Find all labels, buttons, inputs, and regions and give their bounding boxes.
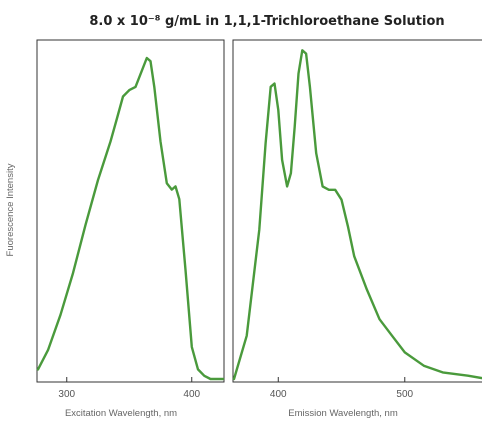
excitation-panel: 300 400 Excitation Wavelength, nm bbox=[36, 39, 225, 419]
x-tick-label: 300 bbox=[58, 389, 75, 400]
chart-title: 8.0 x 10⁻⁸ g/mL in 1,1,1-Trichloroethane… bbox=[89, 14, 444, 29]
x-tick-label: 400 bbox=[270, 389, 287, 400]
y-axis-label: Fuorescence Intensity bbox=[5, 163, 16, 256]
emission-panel: 400 500 Emission Wavelength, nm bbox=[232, 39, 482, 419]
x-tick-label: 500 bbox=[396, 389, 413, 400]
emission-x-axis-label: Emission Wavelength, nm bbox=[288, 408, 398, 419]
x-tick-label: 400 bbox=[183, 389, 200, 400]
excitation-spectrum-line bbox=[36, 56, 225, 381]
emission-plot-frame bbox=[232, 39, 482, 383]
excitation-plot-frame bbox=[36, 39, 225, 383]
excitation-x-axis-label: Excitation Wavelength, nm bbox=[65, 408, 177, 419]
emission-spectrum-line bbox=[232, 49, 482, 381]
